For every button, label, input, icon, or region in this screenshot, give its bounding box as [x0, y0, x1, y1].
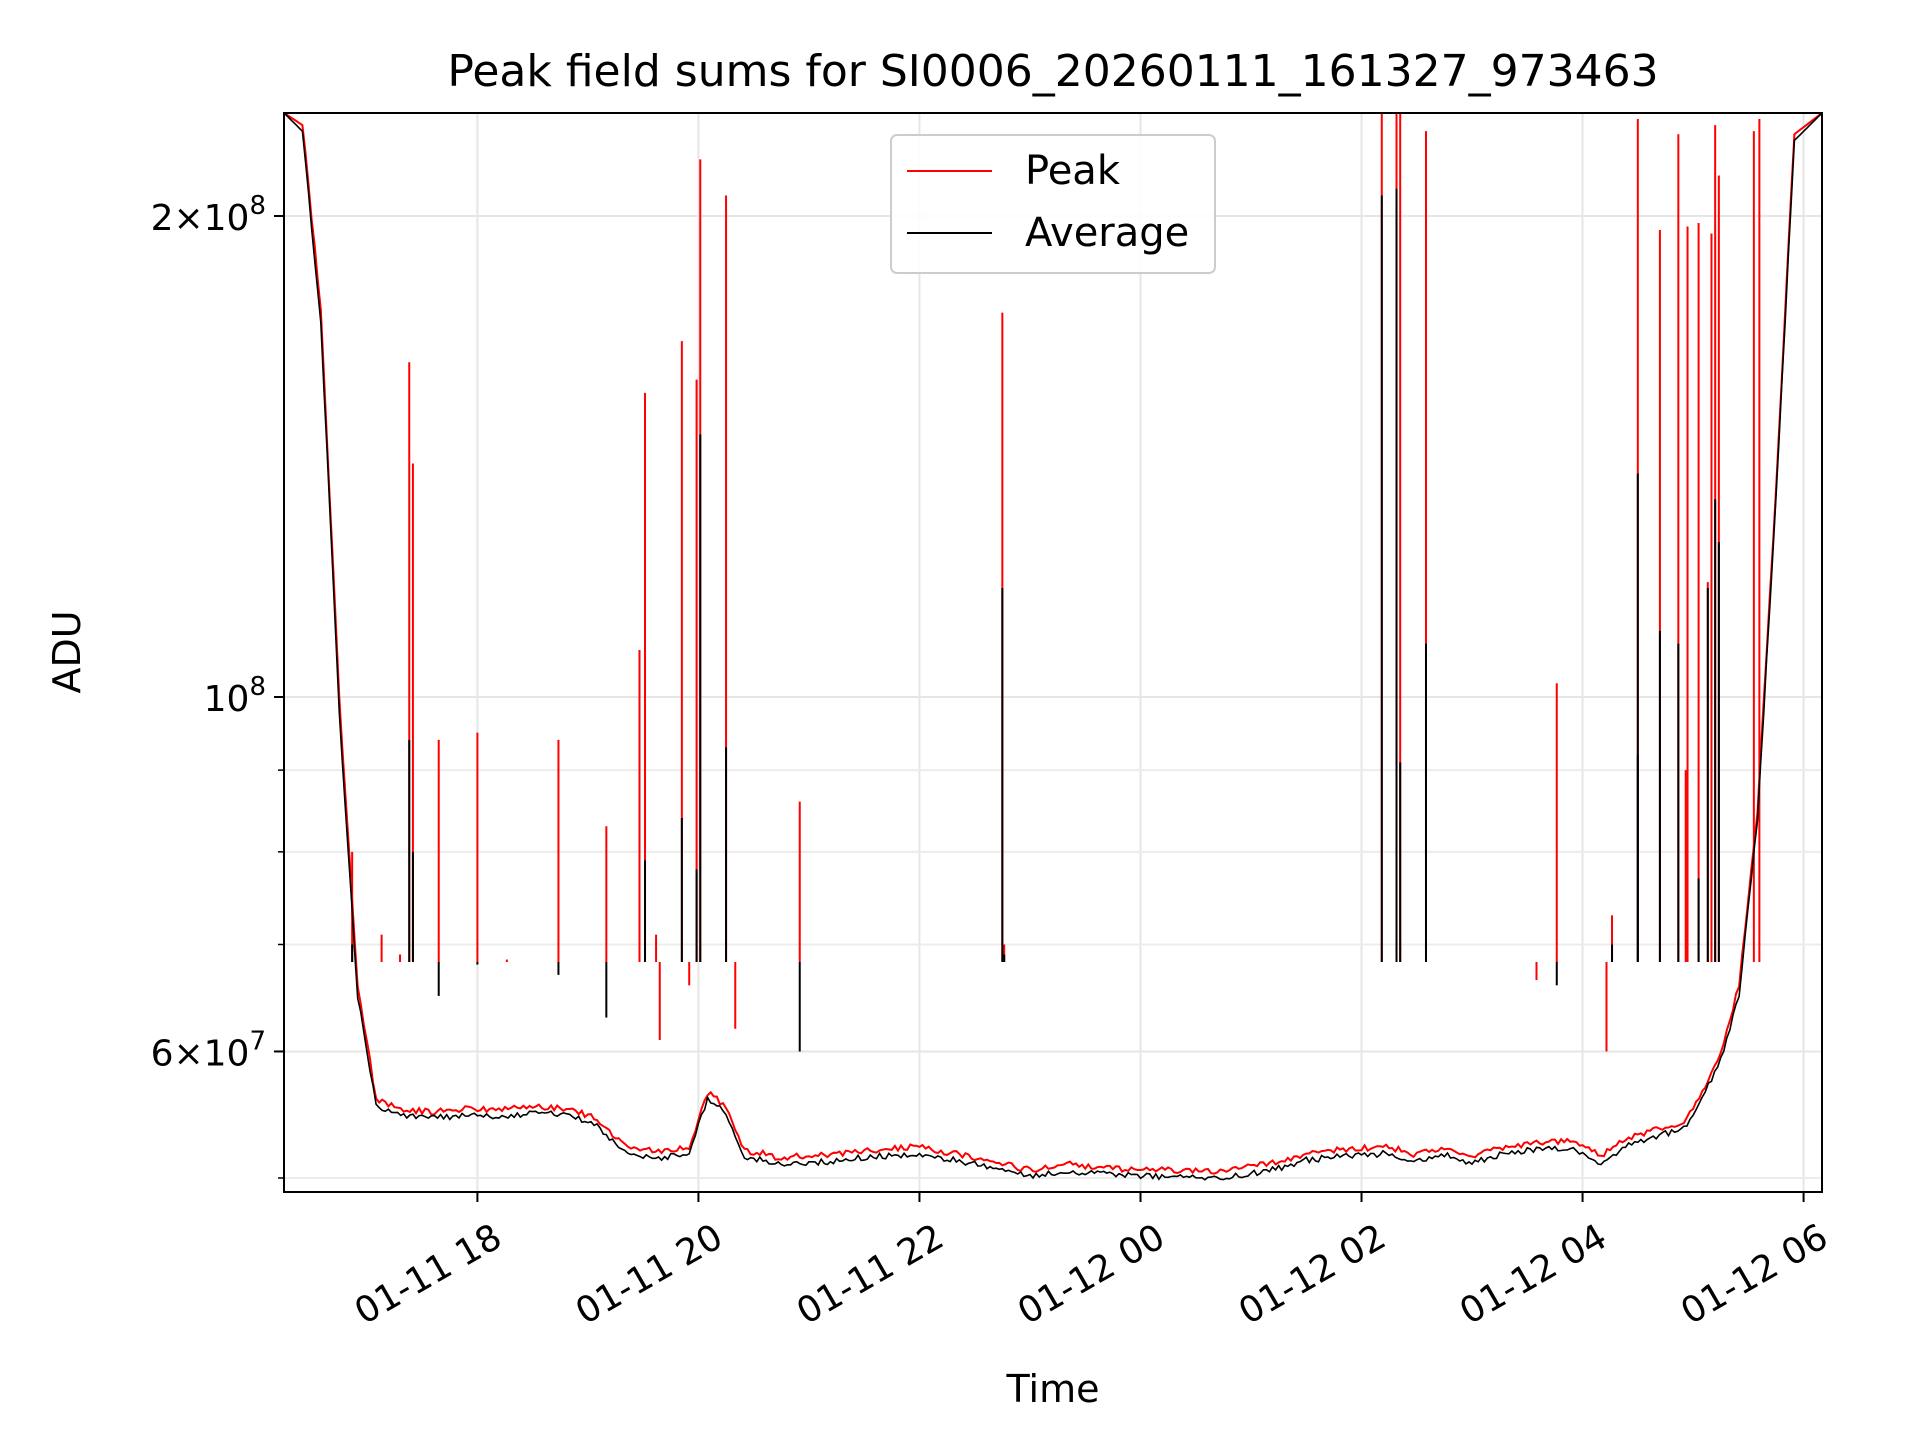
y-tick-label: 6×107	[151, 1026, 266, 1074]
legend-label-average: Average	[1025, 210, 1189, 256]
y-axis-label: ADU	[45, 610, 89, 693]
y-axis-ticks: 2×108 108 6×107	[151, 191, 284, 1179]
legend-label-peak: Peak	[1025, 148, 1121, 194]
series-line-average	[283, 112, 1823, 1181]
x-axis-label: Time	[1006, 1367, 1100, 1411]
y-tick-label: 108	[204, 672, 266, 720]
legend-box	[890, 134, 1216, 274]
legend: Peak Average	[890, 134, 1216, 274]
series-line-peak	[283, 112, 1823, 1175]
y-tick-label: 2×108	[151, 191, 266, 239]
plot-frame	[283, 112, 1823, 1193]
grid	[284, 113, 1822, 1192]
series-lines	[283, 112, 1823, 1181]
chart-title: Peak field sums for SI0006_20260111_1613…	[447, 46, 1658, 97]
